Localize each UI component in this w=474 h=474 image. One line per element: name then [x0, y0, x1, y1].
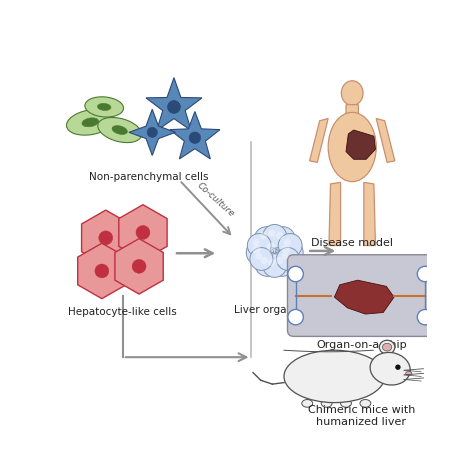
Circle shape [255, 251, 280, 276]
Ellipse shape [98, 118, 142, 143]
Circle shape [136, 226, 150, 239]
Circle shape [282, 253, 289, 260]
Circle shape [263, 225, 287, 248]
Ellipse shape [112, 126, 128, 135]
Text: Co-culture: Co-culture [195, 180, 236, 219]
Polygon shape [376, 118, 395, 163]
Polygon shape [329, 182, 341, 246]
Polygon shape [78, 243, 126, 299]
Circle shape [95, 264, 109, 278]
FancyBboxPatch shape [346, 105, 358, 117]
Circle shape [275, 257, 283, 264]
Ellipse shape [328, 112, 376, 182]
Text: Chimeric mice with
humanized liver: Chimeric mice with humanized liver [308, 405, 415, 427]
Ellipse shape [383, 343, 392, 351]
Ellipse shape [379, 340, 395, 354]
Polygon shape [170, 111, 220, 159]
Polygon shape [119, 205, 167, 260]
Circle shape [268, 230, 275, 237]
Ellipse shape [85, 97, 124, 117]
Text: Liver organoids: Liver organoids [234, 305, 315, 315]
Circle shape [255, 253, 262, 260]
Circle shape [417, 266, 433, 282]
Circle shape [288, 310, 303, 325]
Circle shape [147, 127, 157, 137]
Polygon shape [346, 130, 375, 159]
Circle shape [260, 257, 268, 264]
Circle shape [276, 247, 300, 270]
Circle shape [132, 259, 146, 273]
Polygon shape [82, 210, 130, 265]
Text: Disease model: Disease model [311, 238, 393, 248]
Ellipse shape [360, 400, 371, 407]
Circle shape [260, 232, 267, 239]
Circle shape [268, 259, 275, 266]
Ellipse shape [302, 400, 313, 407]
Ellipse shape [370, 353, 410, 385]
Ellipse shape [341, 81, 363, 105]
Circle shape [263, 254, 287, 277]
Text: Non-parenchymal cells: Non-parenchymal cells [89, 173, 208, 182]
Ellipse shape [406, 372, 412, 375]
Polygon shape [115, 238, 163, 294]
Polygon shape [334, 280, 394, 314]
Circle shape [247, 234, 271, 257]
Text: Organ-on-a-chip: Organ-on-a-chip [316, 340, 407, 350]
Text: Hepatocyte-like cells: Hepatocyte-like cells [68, 307, 177, 317]
Circle shape [260, 237, 290, 265]
Polygon shape [146, 78, 202, 131]
Circle shape [288, 266, 303, 282]
Circle shape [266, 243, 275, 252]
Circle shape [278, 234, 302, 257]
Circle shape [99, 231, 113, 245]
Circle shape [189, 132, 201, 144]
Circle shape [271, 227, 295, 251]
Circle shape [253, 239, 260, 246]
Ellipse shape [66, 109, 114, 135]
Circle shape [270, 251, 295, 276]
Ellipse shape [341, 400, 351, 407]
Ellipse shape [284, 350, 385, 402]
Circle shape [282, 245, 290, 253]
Ellipse shape [82, 118, 99, 127]
Circle shape [276, 239, 303, 266]
Polygon shape [129, 109, 175, 155]
Polygon shape [310, 118, 328, 163]
Circle shape [276, 232, 283, 239]
Circle shape [167, 100, 181, 113]
Circle shape [395, 365, 401, 370]
Ellipse shape [321, 400, 332, 407]
Polygon shape [364, 182, 375, 246]
FancyBboxPatch shape [288, 255, 436, 337]
Circle shape [417, 310, 433, 325]
Circle shape [283, 239, 291, 246]
Circle shape [253, 245, 261, 253]
Circle shape [250, 247, 273, 270]
Ellipse shape [98, 103, 111, 110]
Circle shape [254, 227, 279, 251]
Circle shape [246, 239, 273, 266]
